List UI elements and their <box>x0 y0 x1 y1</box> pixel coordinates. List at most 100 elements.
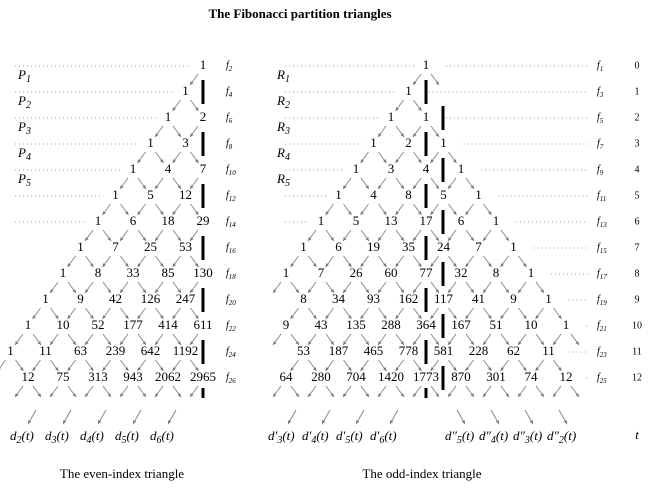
argument: (t) <box>564 428 576 443</box>
number: 10 <box>57 317 70 332</box>
arrow-head <box>347 367 352 371</box>
arrow-head <box>417 107 422 111</box>
arrow-head <box>535 367 540 371</box>
f-label: f25 <box>597 372 607 384</box>
arrow-head <box>330 237 334 241</box>
arrow-head <box>413 289 417 293</box>
arrow-head <box>452 315 457 319</box>
number: 62 <box>507 343 520 358</box>
arrow-head <box>395 367 400 371</box>
math-label: P3 <box>17 119 31 137</box>
arrow-head <box>452 263 457 267</box>
math-label: P1 <box>17 67 31 85</box>
subscript: 1 <box>600 65 604 73</box>
subscript: 25 <box>600 377 608 385</box>
arrow-head <box>15 341 19 345</box>
arrow-head <box>177 185 181 189</box>
t-label: t <box>635 427 639 442</box>
number: 25 <box>144 239 157 254</box>
symbol: f <box>226 216 230 227</box>
symbol: P <box>17 145 26 160</box>
arrow-head <box>177 393 181 397</box>
subscript: 3 <box>276 435 282 446</box>
subscript: 11 <box>600 195 606 203</box>
subscript: 2 <box>285 100 290 111</box>
symbol: d″ <box>479 428 492 443</box>
arrow-head <box>194 107 199 111</box>
subscript: 21 <box>600 325 607 333</box>
f-label: f11 <box>597 190 606 202</box>
symbol: f <box>597 112 601 123</box>
arrow-head <box>575 393 579 397</box>
row-index: 4 <box>635 164 640 175</box>
arrow-head <box>390 420 394 424</box>
number: 34 <box>332 291 346 306</box>
arrow-head <box>382 367 387 371</box>
arrow-head <box>102 367 107 371</box>
arrow-head <box>330 393 334 397</box>
number: 4 <box>423 161 430 176</box>
arrow-head <box>177 133 181 137</box>
arrow-head <box>382 263 387 267</box>
number: 43 <box>315 317 328 332</box>
symbol: f <box>597 216 601 227</box>
number: 8 <box>300 291 307 306</box>
number: 2 <box>200 109 207 124</box>
symbol: R <box>276 67 285 82</box>
subscript: 10 <box>229 169 237 177</box>
arrow-head <box>343 289 347 293</box>
arrow-head <box>430 315 435 319</box>
number: 1 <box>353 161 360 176</box>
symbol: d′ <box>302 428 312 443</box>
subscript: 17 <box>600 273 608 281</box>
arrow-head <box>290 367 295 371</box>
arrow-head <box>448 341 452 345</box>
arrow-head <box>89 367 94 371</box>
arrow-head <box>430 159 435 163</box>
arrow-head <box>448 185 452 189</box>
number: 642 <box>141 343 161 358</box>
number: 1 <box>300 239 307 254</box>
symbol: R <box>276 119 285 134</box>
arrow-head <box>37 393 41 397</box>
arrow-head <box>172 263 177 267</box>
subscript: 23 <box>600 351 608 359</box>
arrow-head <box>72 341 76 345</box>
arrow-head <box>28 420 32 424</box>
arrow-head <box>461 420 465 424</box>
math-label: d′3(t) <box>268 428 295 446</box>
number: 5 <box>440 187 447 202</box>
number: 1 <box>563 317 570 332</box>
math-label: R2 <box>276 93 290 111</box>
arrow-head <box>505 341 509 345</box>
argument: (t) <box>127 428 139 443</box>
arrow-head <box>325 211 330 215</box>
number: 1 <box>475 187 482 202</box>
symbol: d″ <box>547 428 560 443</box>
arrow-head <box>159 315 164 319</box>
arrow-head <box>194 159 199 163</box>
arrow-head <box>413 341 417 345</box>
symbol: d <box>10 428 17 443</box>
arrow-head <box>72 289 76 293</box>
f-label: f26 <box>226 372 236 384</box>
subscript: 12 <box>229 195 237 203</box>
arrow-head <box>120 185 124 189</box>
f-label: f1 <box>597 60 603 72</box>
arrow-head <box>382 159 387 163</box>
number: 8 <box>405 187 412 202</box>
symbol: f <box>597 320 601 331</box>
f-label: f4 <box>226 86 233 98</box>
arrow-head <box>172 107 177 111</box>
arrow-head <box>575 341 579 345</box>
arrow-head <box>142 393 146 397</box>
number: 162 <box>399 291 419 306</box>
subscript: 4 <box>285 152 290 163</box>
number: 6 <box>458 213 465 228</box>
arrow-head <box>505 289 509 293</box>
symbol: f <box>226 268 230 279</box>
arrow-head <box>435 133 439 137</box>
row-index: 10 <box>632 320 642 331</box>
subscript: 4 <box>491 435 496 446</box>
math-label: d′6(t) <box>370 428 397 446</box>
